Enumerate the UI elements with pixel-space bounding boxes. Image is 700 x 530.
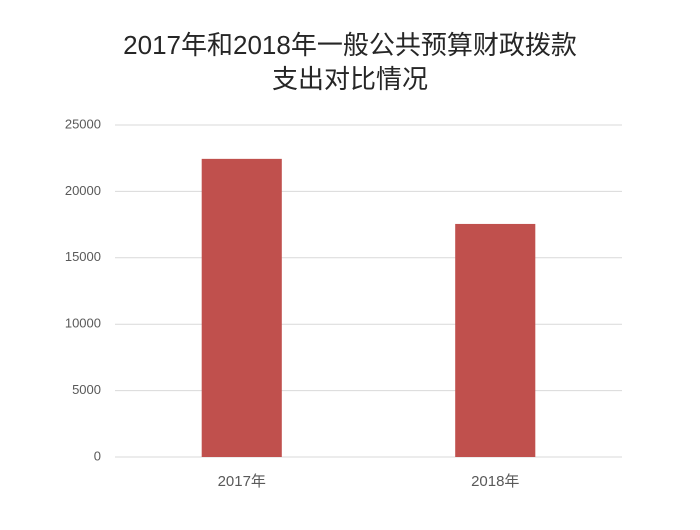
y-tick-label: 20000 xyxy=(65,183,101,198)
chart-title: 2017年和2018年一般公共预算财政拨款支出对比情况 xyxy=(123,30,577,94)
y-tick-label: 15000 xyxy=(65,249,101,264)
x-tick-label: 2017年 xyxy=(218,473,266,490)
y-tick-label: 0 xyxy=(94,448,101,463)
y-tick-label: 25000 xyxy=(65,116,101,131)
y-tick-label: 10000 xyxy=(65,316,101,331)
y-tick-label: 5000 xyxy=(72,382,101,397)
bar xyxy=(201,158,282,457)
x-tick-label: 2018年 xyxy=(471,473,519,490)
bar xyxy=(455,223,536,457)
